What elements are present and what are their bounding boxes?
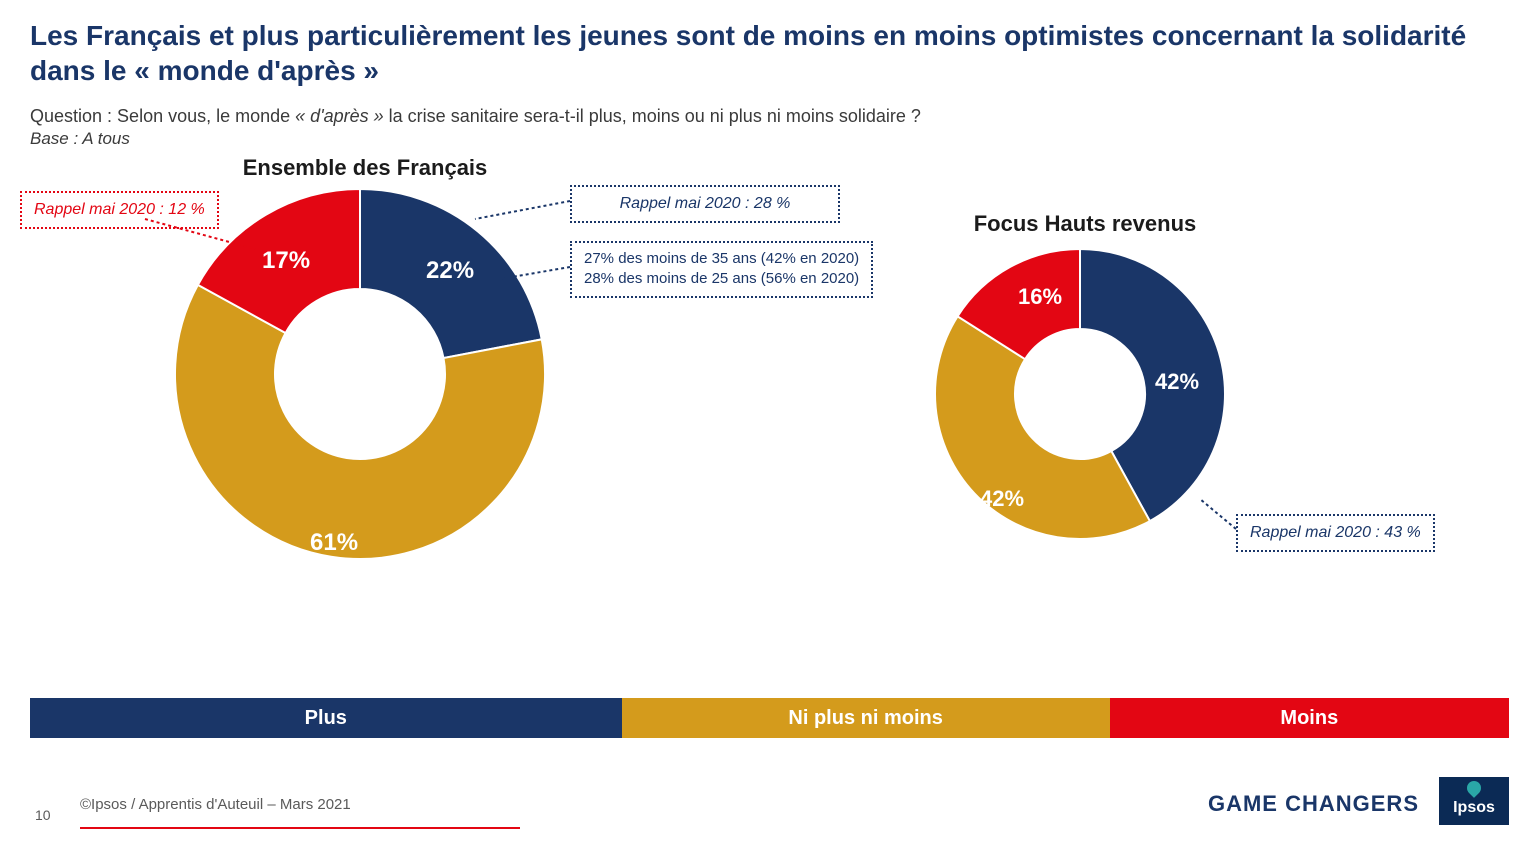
chart2-title: Focus Hauts revenus [955, 211, 1215, 237]
legend-moins: Moins [1110, 698, 1509, 738]
red-border-decoration [80, 827, 520, 829]
chart1-callout-plus-top-text: Rappel mai 2020 : 28 % [620, 195, 791, 212]
chart1-callout-plus-detail: 27% des moins de 35 ans (42% en 2020) 28… [570, 241, 873, 298]
legend-plus-label: Plus [305, 707, 347, 730]
chart2-callout-plus-text: Rappel mai 2020 : 43 % [1250, 524, 1421, 541]
footer: 10 ©Ipsos / Apprentis d'Auteuil – Mars 2… [0, 783, 1539, 823]
chart1-donut [175, 189, 545, 559]
chart1-detail-line2: 28% des moins de 25 ans (56% en 2020) [584, 269, 859, 289]
question-italic: « d'après » [295, 106, 384, 126]
chart1-label-neutral: 61% [310, 529, 358, 557]
chart1-label-moins: 17% [262, 247, 310, 275]
chart1-detail-line1: 27% des moins de 35 ans (42% en 2020) [584, 249, 859, 269]
chart2-callout-plus: Rappel mai 2020 : 43 % [1236, 514, 1435, 552]
chart1-callout-moins-text: Rappel mai 2020 : 12 % [34, 201, 205, 218]
chart1-title: Ensemble des Français [230, 155, 500, 181]
copyright: ©Ipsos / Apprentis d'Auteuil – Mars 2021 [80, 796, 351, 813]
survey-question: Question : Selon vous, le monde « d'aprè… [0, 88, 1539, 127]
legend-neutral-label: Ni plus ni moins [788, 707, 942, 730]
ipsos-logo: Ipsos [1439, 777, 1509, 825]
base-text: Base : A tous [0, 127, 1539, 149]
legend-plus: Plus [30, 698, 622, 738]
chart1-callout-plus-top: Rappel mai 2020 : 28 % [570, 185, 840, 223]
chart1-label-plus: 22% [426, 257, 474, 285]
legend-moins-label: Moins [1280, 707, 1338, 730]
tagline: GAME CHANGERS [1208, 791, 1419, 817]
question-suffix: la crise sanitaire sera-t-il plus, moins… [384, 106, 921, 126]
legend-neutral: Ni plus ni moins [622, 698, 1110, 738]
legend-bar: Plus Ni plus ni moins Moins [30, 698, 1509, 738]
chart1-callout-moins: Rappel mai 2020 : 12 % [20, 191, 219, 229]
page-title: Les Français et plus particulièrement le… [0, 0, 1539, 88]
ipsos-logo-text: Ipsos [1453, 799, 1495, 817]
charts-area: Ensemble des Français 22% 61% 17% Rappel… [0, 149, 1539, 669]
chart2-label-neutral: 42% [980, 486, 1024, 512]
page-number: 10 [35, 807, 51, 823]
chart2-label-moins: 16% [1018, 284, 1062, 310]
question-prefix: Question : Selon vous, le monde [30, 106, 295, 126]
chart2-label-plus: 42% [1155, 369, 1199, 395]
